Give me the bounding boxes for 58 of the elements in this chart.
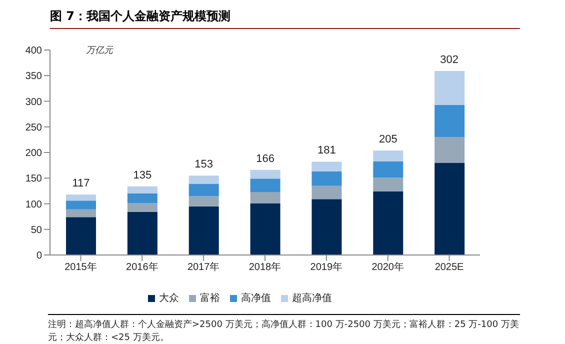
- x-tick-label: 2018年: [248, 261, 282, 274]
- bar: [434, 162, 465, 255]
- total-label: 153: [194, 158, 214, 171]
- text: 注明：超高净值人群：个人金融资产>2500 万美元；高净值人群：100 万-2500 万美元；富裕人群：25 万-100 万美元；大众人群：<25 万美元。: [48, 319, 520, 344]
- legend-label: 超高净值: [292, 293, 332, 304]
- bar: [312, 162, 342, 172]
- bar: [373, 161, 404, 178]
- legend-label: 大众: [159, 293, 179, 304]
- bar: [373, 150, 404, 162]
- y-tick-label: 100: [25, 199, 42, 210]
- x-tick-label: 2017年: [187, 261, 220, 274]
- x-tick-label: 2025E: [434, 262, 464, 274]
- chart-title: 图 7：我国个人金融资产规模预测: [50, 8, 520, 29]
- x-tick-label: 2019年: [310, 261, 343, 274]
- total-label: 117: [72, 178, 90, 190]
- y-tick-label: 400: [25, 46, 42, 57]
- x-tick-label: 2016年: [126, 261, 158, 274]
- y-tick-label: 200: [25, 148, 42, 160]
- bar: [127, 186, 158, 194]
- total-label: 135: [133, 169, 152, 182]
- bar: [66, 209, 96, 218]
- bar: [250, 192, 280, 204]
- total-label: 205: [378, 133, 398, 146]
- bar: [127, 194, 158, 204]
- x-tick-label: 2020年: [372, 261, 404, 274]
- annotation: 302: [440, 54, 458, 66]
- bar: [373, 191, 404, 255]
- bar: [66, 200, 96, 210]
- bar: [250, 203, 280, 255]
- y-tick-label: 300: [25, 96, 42, 108]
- bar: [434, 71, 465, 105]
- total-label: 181: [318, 144, 336, 157]
- bar: [312, 186, 342, 200]
- legend-label: 高净值: [241, 293, 271, 304]
- bar: [434, 104, 465, 138]
- x-tick-label: 2015年: [64, 261, 97, 274]
- bar: [312, 199, 342, 255]
- y-tick-label: 50: [30, 224, 42, 236]
- bar: [250, 178, 280, 192]
- bar: [188, 184, 219, 196]
- bar: [373, 178, 404, 192]
- bar: [66, 194, 96, 201]
- bar: [66, 217, 96, 255]
- bar: [188, 196, 219, 206]
- y-axis-title: 万亿元: [86, 44, 113, 57]
- bar: [188, 176, 219, 184]
- legend-label: 富裕: [200, 293, 220, 304]
- bar: [250, 170, 280, 179]
- y-tick-label: 250: [25, 122, 42, 134]
- bar: [188, 206, 219, 255]
- bar: [312, 171, 342, 186]
- bar: [127, 203, 158, 212]
- bar: [434, 137, 465, 163]
- y-tick-label: 350: [25, 71, 42, 82]
- y-tick-label: 150: [25, 174, 42, 185]
- total-label: 166: [256, 152, 274, 165]
- bar: [127, 212, 158, 255]
- y-tick-label: 0: [36, 250, 42, 262]
